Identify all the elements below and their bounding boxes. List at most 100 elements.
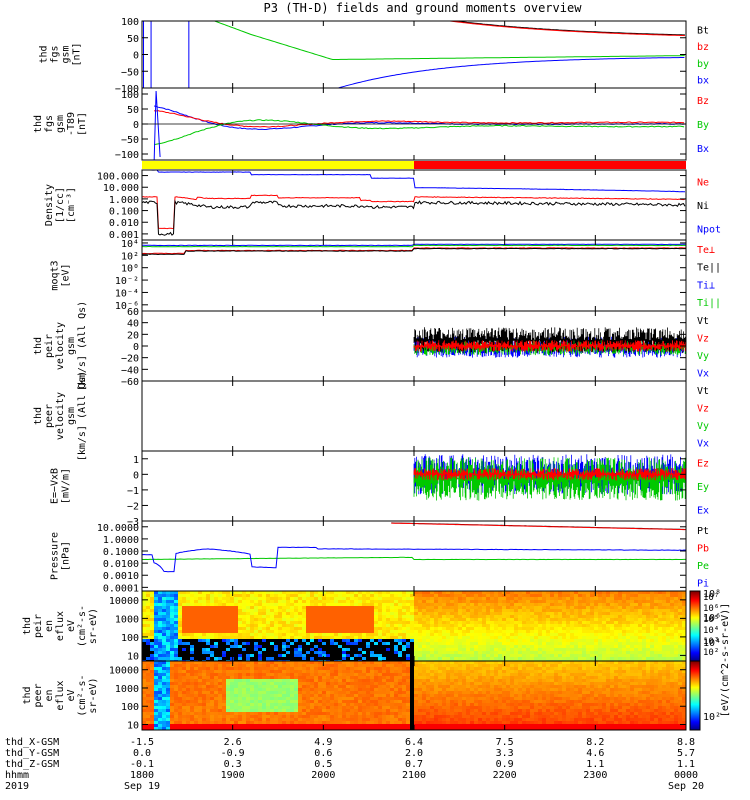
- spectro-cell: [354, 700, 358, 703]
- spectro-cell: [446, 621, 450, 624]
- spectro-cell: [494, 627, 498, 630]
- spectro-cell: [158, 673, 162, 676]
- spectro-cell: [482, 603, 486, 606]
- spectro-cell: [274, 694, 278, 697]
- spectro-cell: [638, 603, 642, 606]
- spectro-cell: [362, 636, 366, 639]
- spectro-cell: [598, 633, 602, 636]
- spectro-cell: [146, 636, 150, 639]
- spectro-cell: [438, 603, 442, 606]
- spectro-cell: [670, 636, 674, 639]
- spectro-cell: [342, 724, 346, 727]
- spectro-cell: [174, 621, 178, 624]
- spectro-cell: [342, 697, 346, 700]
- spectro-cell: [506, 639, 510, 642]
- spectro-cell: [190, 685, 194, 688]
- spectro-cell: [530, 609, 534, 612]
- spectro-cell: [382, 618, 386, 621]
- spectro-cell: [190, 633, 194, 636]
- spectro-cell: [214, 676, 218, 679]
- spectro-cell: [306, 618, 310, 621]
- spectro-cell: [202, 682, 206, 685]
- spectro-cell: [262, 639, 266, 642]
- spectro-cell: [426, 651, 430, 654]
- spectro-cell: [574, 639, 578, 642]
- spectro-cell: [526, 633, 530, 636]
- spectro-cell: [270, 697, 274, 700]
- spectro-cell: [246, 691, 250, 694]
- spectro-cell: [162, 694, 166, 697]
- spectro-cell: [530, 657, 534, 660]
- spectro-cell: [502, 636, 506, 639]
- spectro-cell: [298, 721, 302, 724]
- spectro-cell: [370, 706, 374, 709]
- spectro-cell: [298, 670, 302, 673]
- spectro-cell: [278, 657, 282, 660]
- spectro-cell: [218, 703, 222, 706]
- spectro-cell: [158, 685, 162, 688]
- spectro-cell: [206, 633, 210, 636]
- spectro-cell: [330, 703, 334, 706]
- spectro-cell: [274, 624, 278, 627]
- spectro-cell: [226, 712, 230, 715]
- mode-bar-red: [414, 161, 686, 169]
- spectro-cell: [406, 636, 410, 639]
- spectro-cell: [278, 651, 282, 654]
- spectro-cell: [370, 591, 374, 594]
- spectro-cell: [434, 597, 438, 600]
- spectro-cell: [206, 624, 210, 627]
- spectro-cell: [190, 694, 194, 697]
- spectro-cell: [354, 718, 358, 721]
- spectro-cell: [330, 606, 334, 609]
- spectro-cell: [238, 664, 242, 667]
- spectro-cell: [602, 594, 606, 597]
- spectro-cell: [270, 724, 274, 727]
- spectro-cell: [546, 645, 550, 648]
- spectro-cell: [338, 654, 342, 657]
- spectro-cell: [438, 606, 442, 609]
- spectro-cell: [210, 706, 214, 709]
- spectro-cell: [370, 594, 374, 597]
- spectro-cell: [510, 600, 514, 603]
- spectro-cell: [678, 606, 682, 609]
- spectro-cell: [226, 648, 230, 651]
- spectro-cell: [162, 718, 166, 721]
- spectro-cell: [278, 724, 282, 727]
- spectro-cell: [318, 700, 322, 703]
- spectro-cell: [414, 603, 418, 606]
- spectro-cell: [234, 639, 238, 642]
- spectro-cell: [502, 609, 506, 612]
- spectro-cell: [214, 667, 218, 670]
- spectro-cell: [310, 603, 314, 606]
- spectro-cell: [526, 612, 530, 615]
- spectro-cell: [182, 633, 186, 636]
- spectro-cell: [486, 648, 490, 651]
- spectro-cell: [590, 630, 594, 633]
- spectro-cell: [194, 673, 198, 676]
- spectro-cell: [646, 645, 650, 648]
- spectro-cell: [646, 621, 650, 624]
- spectro-cell: [198, 615, 202, 618]
- spectro-cell: [602, 618, 606, 621]
- spectro-cell: [334, 606, 338, 609]
- spectro-cell: [186, 664, 190, 667]
- spectro-cell: [294, 594, 298, 597]
- spectro-cell: [682, 642, 686, 645]
- spectro-cell: [234, 603, 238, 606]
- series-Bt: [450, 21, 685, 36]
- spectro-cell: [190, 591, 194, 594]
- spectro-cell: [542, 651, 546, 654]
- spectro-cell: [382, 609, 386, 612]
- spectro-cell: [298, 597, 302, 600]
- spectro-cell: [234, 676, 238, 679]
- spectro-cell: [642, 594, 646, 597]
- spectro-cell: [298, 636, 302, 639]
- spectro-cell: [226, 688, 230, 691]
- spectro-cell: [290, 633, 294, 636]
- spectro-cell: [290, 715, 294, 718]
- spectro-cell: [246, 597, 250, 600]
- spectro-cell: [258, 597, 262, 600]
- spectro-cell: [470, 627, 474, 630]
- y-label-line: -T89: [66, 112, 77, 136]
- spectro-cell: [426, 630, 430, 633]
